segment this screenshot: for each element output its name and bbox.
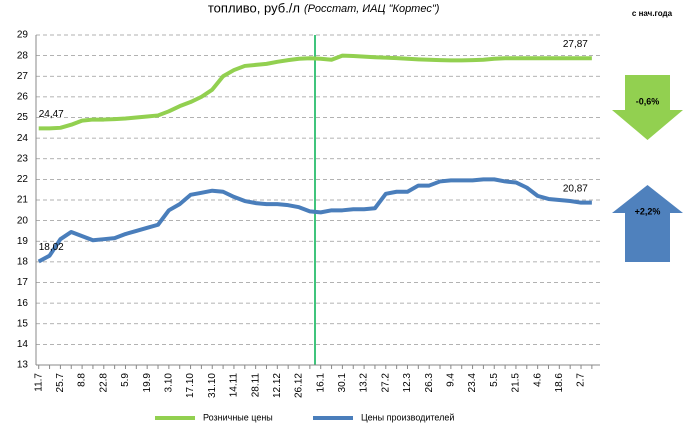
change-arrow: +2,2% (612, 185, 683, 262)
y-tick-label: 26 (17, 92, 29, 103)
x-tick-label: 5.5 (489, 373, 500, 387)
value-label: 24,47 (39, 109, 64, 120)
x-tick-label: 28.11 (250, 373, 261, 398)
x-tick-label: 19.9 (142, 373, 153, 393)
change-label: +2,2% (635, 206, 661, 216)
x-tick-label: 30.1 (337, 373, 348, 393)
y-tick-label: 29 (17, 30, 29, 41)
x-tick-label: 23.4 (467, 373, 478, 393)
x-tick-label: 13.2 (359, 373, 370, 393)
y-tick-label: 16 (17, 298, 29, 309)
x-tick-label: 22.8 (98, 373, 109, 393)
x-tick-label: 31.10 (207, 373, 218, 398)
x-tick-label: 21.5 (511, 373, 522, 393)
x-tick-label: 4.6 (532, 373, 543, 387)
y-tick-label: 14 (17, 339, 29, 350)
y-tick-label: 13 (17, 360, 29, 371)
x-tick-label: 2.7 (576, 373, 587, 387)
change-label: -0,6% (636, 96, 660, 106)
x-tick-label: 27.2 (380, 373, 391, 393)
y-tick-label: 21 (17, 195, 29, 206)
y-tick-label: 24 (17, 133, 29, 144)
legend-label: Цены производителей (361, 412, 454, 422)
y-tick-label: 28 (17, 50, 29, 61)
chart-subtitle: (Росстат, ИАЦ "Кортес") (304, 3, 440, 15)
x-tick-label: 11.7 (33, 373, 44, 392)
x-tick-label: 26.12 (294, 373, 305, 398)
value-label: 27,87 (563, 39, 588, 50)
x-tick-label: 16.1 (315, 373, 326, 393)
x-tick-label: 5.9 (120, 373, 131, 387)
series-line (38, 53, 592, 131)
y-tick-label: 18 (17, 257, 29, 268)
x-tick-label: 18.6 (554, 373, 565, 393)
y-tick-label: 19 (17, 236, 29, 247)
legend-label: Розничные цены (203, 412, 273, 422)
change-arrow: -0,6% (612, 75, 683, 140)
x-tick-label: 12.12 (272, 373, 283, 398)
chart-title: топливо, руб./л (208, 0, 300, 15)
x-tick-label: 25.7 (55, 373, 66, 393)
y-tick-label: 22 (17, 174, 29, 185)
series-line (37, 177, 592, 264)
value-label: 20,87 (563, 183, 588, 194)
x-tick-label: 26.3 (424, 373, 435, 393)
y-tick-label: 15 (17, 318, 29, 329)
x-tick-label: 9.4 (446, 373, 457, 387)
x-tick-label: 8.8 (77, 373, 88, 387)
y-tick-label: 27 (17, 71, 29, 82)
y-tick-label: 25 (17, 112, 29, 123)
value-label: 18,02 (39, 242, 64, 253)
y-tick-label: 20 (17, 215, 29, 226)
x-tick-label: 12.3 (402, 373, 413, 393)
arrow-shape (612, 75, 683, 140)
x-tick-label: 17.10 (185, 373, 196, 398)
period-label: с нач.года (632, 9, 673, 18)
x-tick-label: 3.10 (164, 373, 175, 393)
y-tick-label: 23 (17, 153, 29, 164)
arrow-shape (612, 185, 683, 262)
y-tick-label: 17 (17, 277, 29, 288)
x-tick-label: 14.11 (229, 373, 240, 398)
